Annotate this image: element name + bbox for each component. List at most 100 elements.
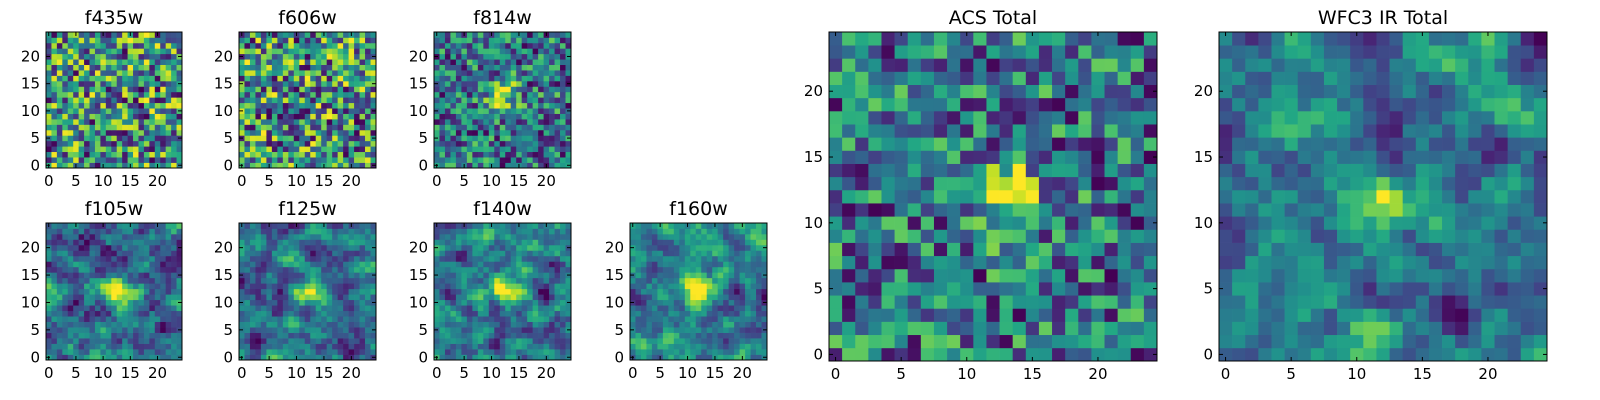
heatmap-cell — [73, 75, 79, 82]
heatmap-cell — [138, 316, 145, 322]
heatmap-cell — [354, 332, 360, 339]
heatmap-cell — [266, 255, 273, 262]
heatmap-cell — [84, 327, 90, 333]
heatmap-cell — [321, 37, 328, 44]
heatmap-cell — [46, 255, 52, 262]
heatmap-cell — [444, 48, 451, 55]
heatmap-cell — [171, 266, 177, 273]
heatmap-cell — [149, 277, 156, 284]
heatmap-cell — [84, 239, 90, 246]
heatmap-cell — [78, 255, 85, 262]
heatmap-cell — [326, 327, 333, 333]
heatmap-cell — [315, 135, 322, 142]
heatmap-cell — [239, 48, 245, 55]
heatmap-cell — [111, 70, 118, 76]
heatmap-cell — [739, 277, 746, 284]
heatmap-cell — [94, 343, 101, 350]
heatmap-cell — [477, 261, 484, 268]
heatmap-cell — [271, 250, 278, 257]
heatmap-cell — [986, 176, 1000, 191]
heatmap-cell — [543, 244, 550, 251]
heatmap-cell — [510, 64, 517, 71]
heatmap-cell — [310, 146, 317, 153]
y-tick-label: 5 — [30, 321, 40, 339]
heatmap-cell — [293, 48, 300, 55]
heatmap-cell — [89, 59, 96, 65]
heatmap-cell — [56, 261, 63, 268]
heatmap-cell — [160, 228, 167, 235]
heatmap-cell — [499, 48, 506, 55]
heatmap-cell — [881, 321, 895, 336]
heatmap-cell — [354, 299, 360, 306]
heatmap-cell — [630, 266, 636, 273]
heatmap-cell — [494, 327, 501, 333]
heatmap-cell — [549, 283, 555, 290]
heatmap-cell — [521, 64, 528, 71]
heatmap-cell — [154, 233, 161, 240]
heatmap-cell — [510, 162, 517, 169]
heatmap-cell — [165, 97, 172, 104]
heatmap-cell — [651, 332, 658, 339]
heatmap-cell — [239, 332, 245, 339]
heatmap-cell — [122, 70, 128, 76]
heatmap-cell — [1117, 282, 1132, 296]
heatmap-cell — [477, 239, 484, 246]
heatmap-cell — [277, 228, 284, 235]
heatmap-cell — [756, 294, 762, 301]
heatmap-cell — [532, 310, 539, 317]
heatmap-cell — [239, 338, 245, 344]
heatmap-cell — [62, 80, 69, 87]
heatmap-cell — [78, 239, 85, 246]
heatmap-cell — [527, 113, 533, 120]
heatmap-cell — [133, 53, 139, 60]
heatmap-cell — [282, 316, 289, 322]
heatmap-cell — [560, 129, 566, 136]
heatmap-cell — [461, 140, 468, 147]
heatmap-cell — [657, 233, 664, 240]
heatmap-cell — [728, 277, 735, 284]
heatmap-cell — [255, 75, 262, 82]
heatmap-cell — [842, 216, 856, 230]
heatmap-cell — [662, 239, 669, 246]
heatmap-cell — [868, 176, 882, 191]
heatmap-cell — [337, 338, 344, 344]
heatmap-cell — [326, 266, 333, 273]
heatmap-cell — [304, 233, 311, 240]
heatmap-cell — [111, 266, 118, 273]
heatmap-cell — [326, 113, 333, 120]
heatmap-cell — [249, 244, 256, 251]
heatmap-cell — [538, 151, 544, 158]
heatmap-cell — [538, 157, 544, 163]
heatmap-cell — [343, 151, 349, 158]
heatmap-cell — [510, 97, 517, 104]
heatmap-cell — [560, 321, 566, 328]
heatmap-cell — [122, 162, 128, 169]
heatmap-cell — [127, 294, 134, 301]
heatmap-cell — [133, 277, 139, 284]
heatmap-cell — [348, 129, 355, 136]
heatmap-cell — [293, 80, 300, 87]
heatmap-cell — [679, 343, 686, 350]
heatmap-cell — [646, 310, 653, 317]
heatmap-cell — [450, 135, 457, 142]
heatmap-cell — [310, 349, 317, 355]
heatmap-cell — [310, 91, 317, 98]
heatmap-cell — [1012, 176, 1027, 191]
heatmap-cell — [56, 151, 63, 158]
heatmap-cell — [370, 37, 377, 44]
heatmap-cell — [516, 310, 523, 317]
heatmap-cell — [510, 80, 517, 87]
heatmap-cell — [549, 321, 555, 328]
heatmap-cell — [154, 42, 161, 49]
heatmap-cell — [165, 75, 172, 82]
heatmap-cell — [466, 332, 473, 339]
heatmap-cell — [138, 277, 145, 284]
heatmap-cell — [717, 321, 724, 328]
heatmap-cell — [973, 189, 987, 204]
heatmap-cell — [543, 53, 550, 60]
heatmap-cell — [510, 146, 517, 153]
x-tick-label: 15 — [121, 364, 140, 382]
heatmap-cell — [165, 228, 172, 235]
heatmap-cell — [717, 233, 724, 240]
heatmap-cell — [756, 299, 762, 306]
